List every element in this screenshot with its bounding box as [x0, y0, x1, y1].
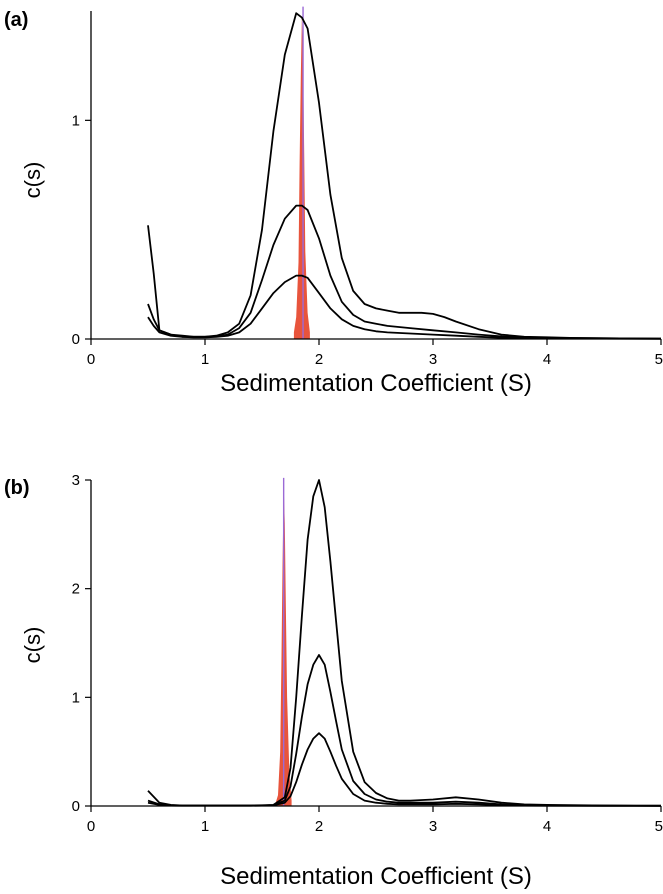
- panel-a-x-tick-label: 3: [429, 351, 437, 368]
- panel-a-x-tick-label: 1: [201, 351, 209, 368]
- panel-b-x-tick-label: 4: [543, 818, 551, 835]
- panel-b-series-1-line: [147, 479, 662, 807]
- panel-b-x-tick-label: 5: [655, 818, 663, 835]
- panel-b-x-tick-label: 0: [87, 818, 95, 835]
- panel-a-label: (a): [4, 9, 28, 31]
- panel-b-y-tick-label: 3: [72, 472, 80, 489]
- panel-a-series-1-line: [147, 12, 662, 340]
- panel-a-series-2-line: [147, 204, 662, 340]
- panel-b-label: (b): [4, 477, 30, 499]
- panel-a-series-3-line: [147, 274, 662, 340]
- panel-a-x-tick-label: 4: [543, 351, 551, 368]
- panel-b-series-3-line: [147, 732, 662, 807]
- panel-b-x-tick-label: 2: [315, 818, 323, 835]
- panel-a-ylabel: c(s): [20, 162, 45, 199]
- panel-a-plot: 0 1 2 3 4 5 0 1: [72, 6, 663, 368]
- panel-b-xlabel: Sedimentation Coefficient (S): [220, 863, 532, 890]
- panel-b: (b) 0 1 2 3 4 5 0 1 2 3 Sedimentation Coefficient…: [4, 472, 663, 890]
- panel-b-plot: 0 1 2 3 4 5 0 1 2 3: [72, 472, 663, 835]
- panel-b-y-tick-label: 1: [72, 689, 80, 706]
- panel-a-y-tick-label: 0: [72, 331, 80, 348]
- panel-b-y-tick-label: 2: [72, 581, 80, 598]
- panel-a-x-tick-label: 2: [315, 351, 323, 368]
- panel-b-y-tick-label: 0: [72, 798, 80, 815]
- panel-a-xlabel: Sedimentation Coefficient (S): [220, 370, 532, 397]
- panel-b-x-tick-label: 3: [429, 818, 437, 835]
- panel-a: (a) 0 1 2 3 4 5 0 1 Sedimentation Coefficient (…: [4, 6, 663, 397]
- panel-a-y-tick-label: 1: [72, 112, 80, 129]
- panel-b-ylabel: c(s): [20, 627, 45, 664]
- panel-b-series-2-line: [147, 654, 662, 807]
- panel-a-x-tick-label: 0: [87, 351, 95, 368]
- panel-a-spike: [293, 15, 310, 340]
- panel-a-x-tick-label: 5: [655, 351, 663, 368]
- panel-b-x-tick-label: 1: [201, 818, 209, 835]
